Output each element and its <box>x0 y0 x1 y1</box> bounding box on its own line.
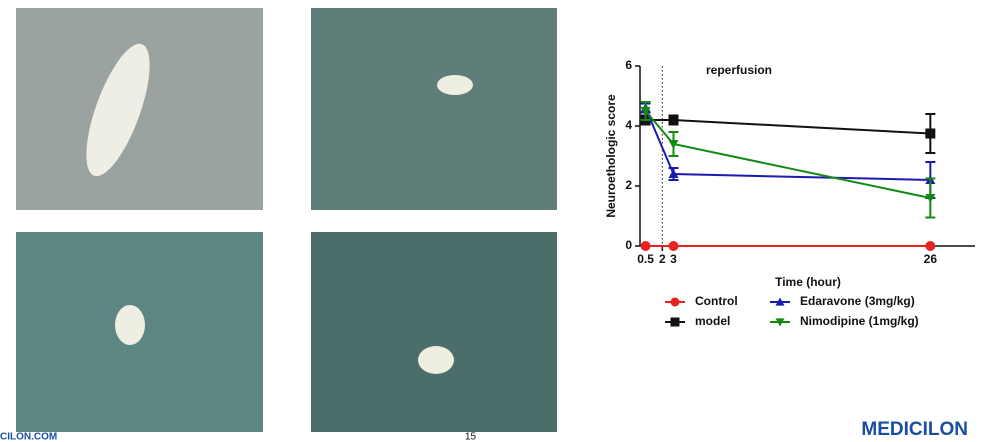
photo <box>311 232 557 432</box>
marker <box>640 107 651 116</box>
url: CILON.COM <box>0 432 57 442</box>
legend-marker <box>670 317 680 327</box>
legend-label: Control <box>695 294 738 308</box>
photo <box>311 8 557 210</box>
series-line <box>644 110 931 199</box>
marker <box>925 128 936 139</box>
x-axis-label: Time (hour) <box>775 275 841 289</box>
marker <box>668 115 679 125</box>
x-tick-label: 26 <box>924 252 938 266</box>
brand: MEDICILON <box>861 419 968 440</box>
rat <box>86 43 150 177</box>
y-axis-label: Neuroethologic score <box>604 94 618 218</box>
photos <box>16 8 557 432</box>
y-tick-label: 6 <box>625 58 632 72</box>
legend-label: model <box>695 314 730 328</box>
y-tick-label: 4 <box>625 118 632 132</box>
series-line <box>645 119 931 135</box>
marker <box>640 241 651 251</box>
y-tick-label: 2 <box>625 178 632 192</box>
legend-label: Edaravone (3mg/kg) <box>800 294 915 308</box>
marker <box>668 140 679 149</box>
legend-marker <box>775 318 785 327</box>
rat <box>418 346 454 374</box>
marker <box>925 241 936 251</box>
series-line <box>644 107 931 181</box>
legend-marker <box>670 297 680 307</box>
marker <box>925 194 936 203</box>
x-tick-label: 3 <box>670 252 677 266</box>
page-number: 15 <box>465 432 477 442</box>
annotation: reperfusion <box>706 63 772 77</box>
x-tick-label: 2 <box>659 252 666 266</box>
marker <box>668 241 679 251</box>
x-tick-label: 0.5 <box>637 252 654 266</box>
legend-label: Nimodipine (1mg/kg) <box>800 314 919 328</box>
marker <box>668 169 679 178</box>
rat <box>437 75 473 95</box>
legend-marker <box>775 297 785 306</box>
y-tick-label: 0 <box>625 238 632 252</box>
rat <box>115 305 145 345</box>
